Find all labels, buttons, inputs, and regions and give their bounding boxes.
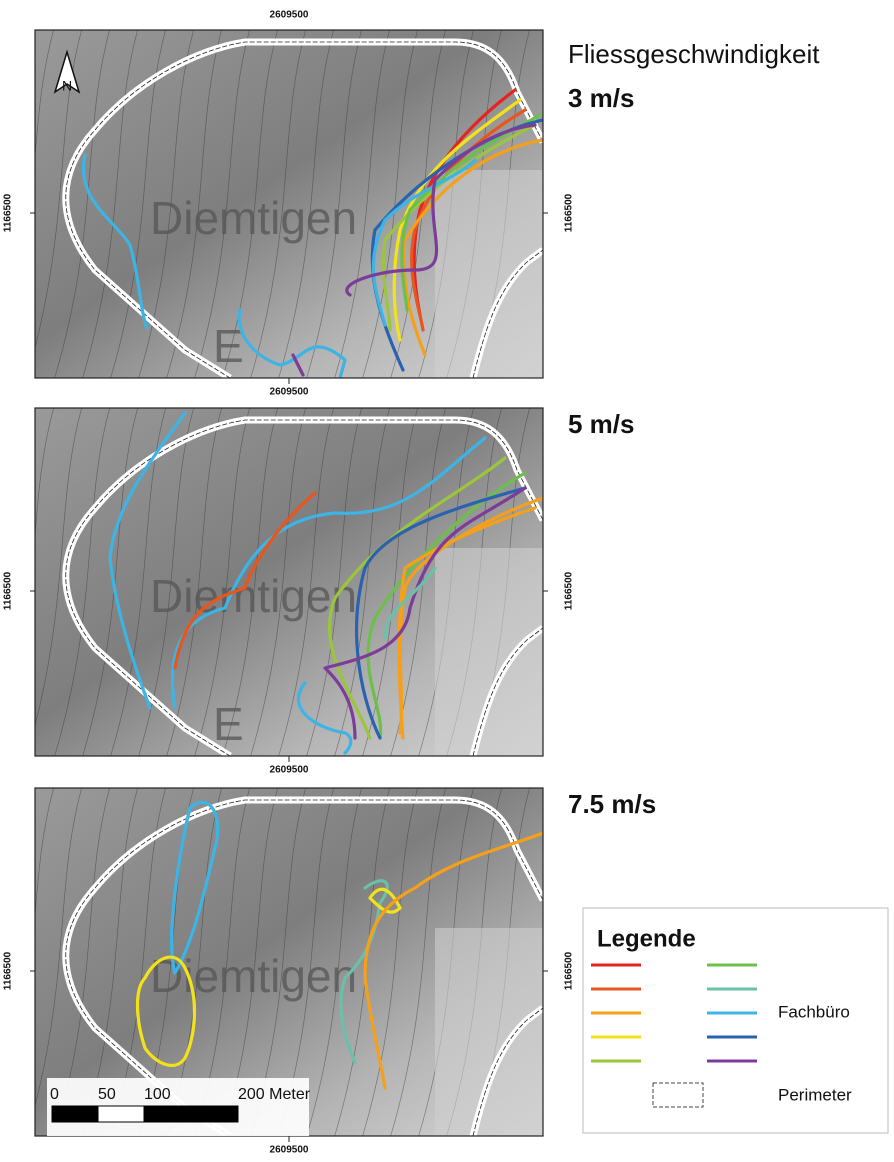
scale-segment [98,1106,144,1122]
settlement [435,928,543,1136]
legend: Legende Perimeter Fachbüro [583,908,888,1133]
x-coordinate: 2609500 [270,10,309,21]
north-label: N [62,78,72,94]
y-coordinate: 1166500 [3,571,14,610]
speed-label: 3 m/s [568,83,635,113]
place-letter: E [213,698,244,750]
legend-label: Perimeter [778,1085,852,1104]
y-coordinate: 1166500 [564,193,575,232]
scale-label: 0 [50,1086,59,1103]
y-coordinate: 1166500 [564,951,575,990]
y-coordinate: 1166500 [3,951,14,990]
settlement [435,548,543,756]
map-content: Diemtigen E [0,403,543,768]
speed-label: 5 m/s [568,409,635,439]
legend-title: Legende [597,925,696,952]
legend-label: Fachbüro [778,1002,850,1021]
scale-bar: 0 50 100 200 Meter [47,1078,311,1136]
scale-label: 100 [144,1086,171,1103]
map-panel: Diemtigen E 2609500 1166500 1166500 5 m/s [0,403,635,776]
settlement [435,170,543,378]
y-coordinate: 1166500 [564,571,575,610]
scale-label: 50 [98,1086,116,1103]
x-coordinate: 2609500 [270,387,309,398]
scale-segment [52,1106,98,1122]
speed-label: 7.5 m/s [568,789,656,819]
place-name: Diemtigen [150,192,357,244]
scale-label: 200 Meter [238,1086,311,1103]
y-coordinate: 1166500 [3,193,14,232]
x-coordinate: 2609500 [270,765,309,776]
place-name: Diemtigen [150,570,357,622]
panels: Diemtigen E 2609500 2609500 1166500 1166500 3 … [0,10,656,1156]
figure-title: Fliessgeschwindigkeit [568,39,820,69]
scale-segment [144,1106,238,1122]
x-coordinate: 2609500 [270,1145,309,1156]
figure: Fliessgeschwindigkeit Diemtigen E 2609500 2… [0,0,894,1157]
